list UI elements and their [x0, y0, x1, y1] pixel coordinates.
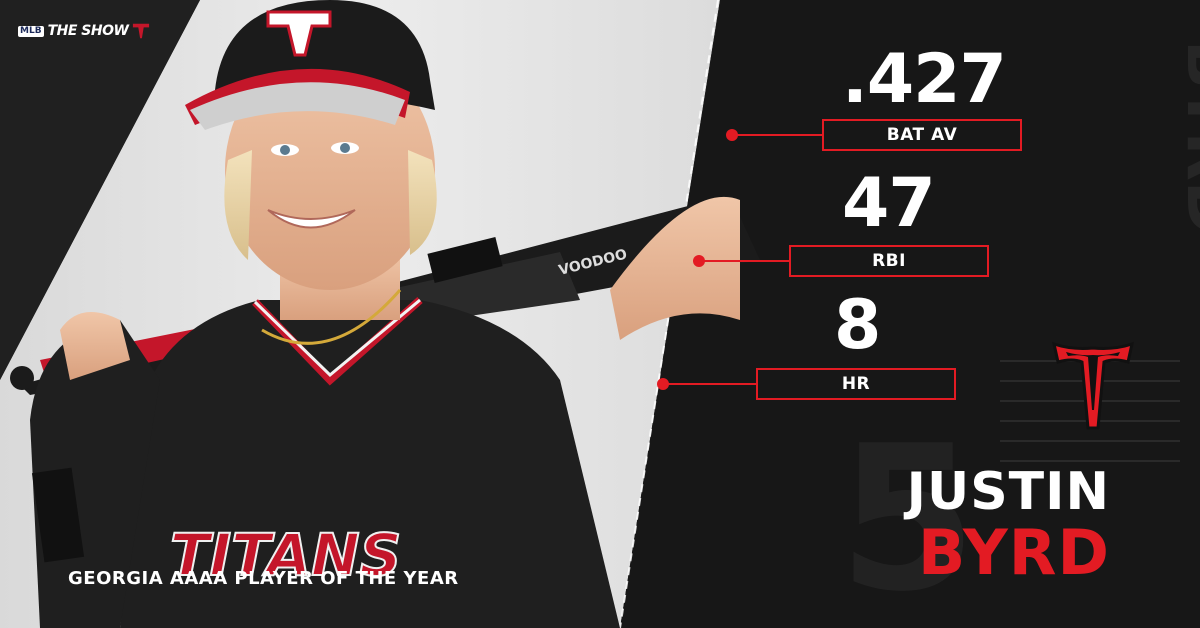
player-photo: VOODOO BYRD TITANS [40, 10, 740, 590]
ghost-vertical-name: BYRD [1172, 40, 1200, 234]
titans-mini-logo-icon [133, 23, 150, 39]
stat-connector-dot [726, 129, 738, 141]
stat-value-rbi: 47 [842, 164, 936, 243]
stat-connector-dot [693, 255, 705, 267]
stat-connector-line [736, 134, 822, 136]
stat-value-bat-av: .427 [842, 40, 1007, 119]
ghost-jersey-number: 5 [838, 403, 978, 628]
titans-t-logo-icon [1052, 341, 1134, 430]
stat-connector-line [667, 383, 756, 385]
stat-label-bat-av: BAT AV [822, 119, 1022, 151]
stat-label-rbi: RBI [789, 245, 989, 277]
player-last-name: BYRD [918, 516, 1110, 589]
mlb-the-show-logo: MLB THE SHOW [18, 22, 150, 40]
stat-connector-dot [657, 378, 669, 390]
stat-connector-line [703, 260, 789, 262]
jersey-wordmark: TITANS [170, 521, 401, 589]
player-first-name: JUSTIN [906, 462, 1110, 522]
award-caption: GEORGIA AAAA PLAYER OF THE YEAR [68, 568, 459, 589]
show-wordmark: THE SHOW [47, 23, 129, 39]
stat-label-hr: HR [756, 368, 956, 400]
stat-value-hr: 8 [834, 286, 881, 365]
svg-text:BYRD: BYRD [1172, 40, 1200, 234]
mlb-badge: MLB [18, 25, 44, 37]
